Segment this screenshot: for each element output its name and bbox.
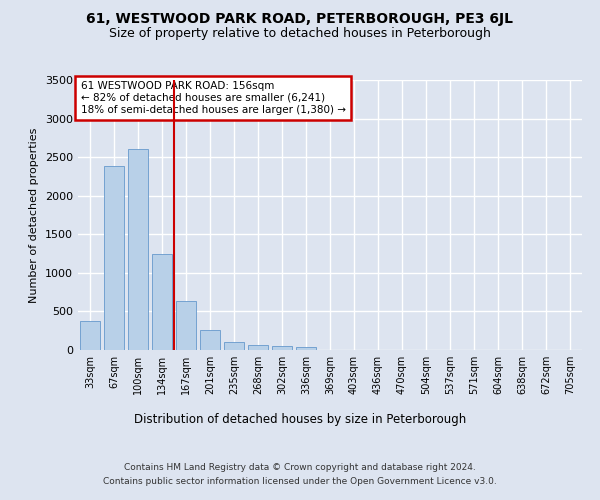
Bar [248,346,268,350]
Text: Distribution of detached houses by size in Peterborough: Distribution of detached houses by size … [134,412,466,426]
Bar [104,166,124,350]
Bar [296,347,316,350]
Bar [80,320,100,350]
Bar [128,150,148,350]
Bar [176,300,196,350]
Bar [200,330,220,350]
Y-axis label: Number of detached properties: Number of detached properties [29,128,40,302]
Text: 61, WESTWOOD PARK ROAD, PETERBOROUGH, PE3 6JL: 61, WESTWOOD PARK ROAD, PETERBOROUGH, PE… [86,12,514,26]
Text: Contains public sector information licensed under the Open Government Licence v3: Contains public sector information licen… [103,478,497,486]
Bar [224,342,244,350]
Text: 61 WESTWOOD PARK ROAD: 156sqm
← 82% of detached houses are smaller (6,241)
18% o: 61 WESTWOOD PARK ROAD: 156sqm ← 82% of d… [80,82,346,114]
Text: Contains HM Land Registry data © Crown copyright and database right 2024.: Contains HM Land Registry data © Crown c… [124,462,476,471]
Bar [152,254,172,350]
Bar [272,346,292,350]
Text: Size of property relative to detached houses in Peterborough: Size of property relative to detached ho… [109,28,491,40]
